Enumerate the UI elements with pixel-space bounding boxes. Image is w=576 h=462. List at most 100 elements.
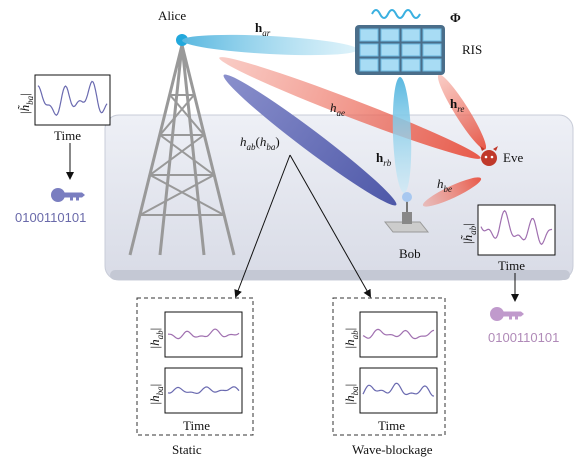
label-part: ) xyxy=(275,134,279,149)
label-part: h xyxy=(342,395,357,402)
label-part: | xyxy=(342,346,357,349)
label-part: h xyxy=(450,96,458,111)
label-part: | xyxy=(147,402,162,405)
label-part: h xyxy=(330,100,337,115)
beams xyxy=(182,34,487,207)
label-part: be xyxy=(444,184,453,194)
label-part: ab xyxy=(247,142,257,152)
ris-cell xyxy=(422,28,442,42)
label-part: h xyxy=(240,134,247,149)
plot-frame xyxy=(164,367,243,414)
label-part: | xyxy=(147,384,162,387)
label-part: h xyxy=(342,339,357,346)
label-part: | xyxy=(460,241,475,244)
ris-cell xyxy=(401,58,421,72)
plot-x-label: Time xyxy=(378,418,405,433)
plot-y-label: |hba| xyxy=(342,384,360,405)
label-part: h̃ xyxy=(460,234,475,241)
panel-caption: Static xyxy=(172,442,202,457)
label-part: rb xyxy=(383,158,392,168)
plot-y-label: |h̃ab| xyxy=(460,223,478,244)
key-bits: 0100110101 xyxy=(15,210,86,225)
channel-label: har xyxy=(255,20,271,38)
label-part: | xyxy=(342,328,357,331)
channel-label: hae xyxy=(330,100,345,118)
panel-box xyxy=(136,297,254,436)
ris-cell xyxy=(380,28,400,42)
ris-panel xyxy=(355,9,445,75)
ris-label: RIS xyxy=(462,42,482,57)
label-part: | xyxy=(342,384,357,387)
label-part: h xyxy=(147,395,162,402)
eve-label: Eve xyxy=(503,150,523,165)
label-part: ab xyxy=(155,330,165,340)
key-icon xyxy=(497,311,524,320)
label-part: h xyxy=(147,339,162,346)
panel-box xyxy=(332,297,446,436)
waveform xyxy=(37,80,108,116)
label-part: ar xyxy=(262,28,271,38)
waveform xyxy=(167,328,240,340)
plot-frame xyxy=(359,311,438,358)
channel-label: hre xyxy=(450,96,464,114)
plot-x-label: Time xyxy=(183,418,210,433)
panel-caption: Wave-blockage xyxy=(352,442,433,457)
plot-x-label: Time xyxy=(54,128,81,143)
ris-cell xyxy=(359,28,379,42)
channel-label: hrb xyxy=(376,150,392,168)
label-part: ae xyxy=(337,108,346,118)
bob-label: Bob xyxy=(399,246,421,261)
ris-cell xyxy=(380,58,400,72)
label-part: ab xyxy=(468,225,478,235)
alice-label: Alice xyxy=(158,8,186,23)
waveform xyxy=(167,386,240,395)
plot-y-label: |hab| xyxy=(342,328,360,349)
ris-cell xyxy=(401,28,421,42)
label-part: h̃ xyxy=(17,104,32,111)
label-part: ab xyxy=(350,330,360,340)
label-part: h xyxy=(437,176,444,191)
label-part: ba xyxy=(25,95,35,105)
key-bits: 0100110101 xyxy=(488,330,559,345)
label-part: ba xyxy=(266,142,276,152)
direct-channel-label: hab(hba) xyxy=(240,134,280,152)
plot-frame xyxy=(34,74,111,126)
label-part: | xyxy=(17,111,32,114)
ris-cell xyxy=(380,43,400,57)
label-part: ( xyxy=(256,134,260,149)
label-part: | xyxy=(147,328,162,331)
ris-cell xyxy=(422,58,442,72)
label-part: h xyxy=(376,150,384,165)
label-part: re xyxy=(457,104,464,114)
key-icon xyxy=(58,192,85,201)
ris-cell xyxy=(359,43,379,57)
eve-icon xyxy=(480,146,498,166)
channel-label: hbe xyxy=(437,176,452,194)
label-part: h xyxy=(255,20,263,35)
label-part: h xyxy=(260,134,267,149)
label-part: | xyxy=(342,402,357,405)
platform-edge xyxy=(110,270,570,280)
plot-x-label: Time xyxy=(498,258,525,273)
arrows xyxy=(66,143,519,302)
label-part: ba xyxy=(350,386,360,396)
ris-cell xyxy=(401,43,421,57)
tower xyxy=(128,44,236,256)
ris-cell xyxy=(422,43,442,57)
ris-cell xyxy=(359,58,379,72)
plot-y-label: |hba| xyxy=(147,384,165,405)
plot-frame xyxy=(359,367,438,414)
plot-y-label: |hab| xyxy=(147,328,165,349)
waveform xyxy=(362,382,435,397)
label-part: | xyxy=(17,93,32,96)
label-part: | xyxy=(460,223,475,226)
label-part: ba xyxy=(155,386,165,396)
alice-antenna xyxy=(176,34,188,46)
phi-label: Φ xyxy=(450,10,461,25)
waveform xyxy=(480,209,553,246)
bob-device xyxy=(383,192,430,233)
waveform xyxy=(362,328,435,340)
plot-frame xyxy=(477,204,556,256)
label-part: | xyxy=(147,346,162,349)
